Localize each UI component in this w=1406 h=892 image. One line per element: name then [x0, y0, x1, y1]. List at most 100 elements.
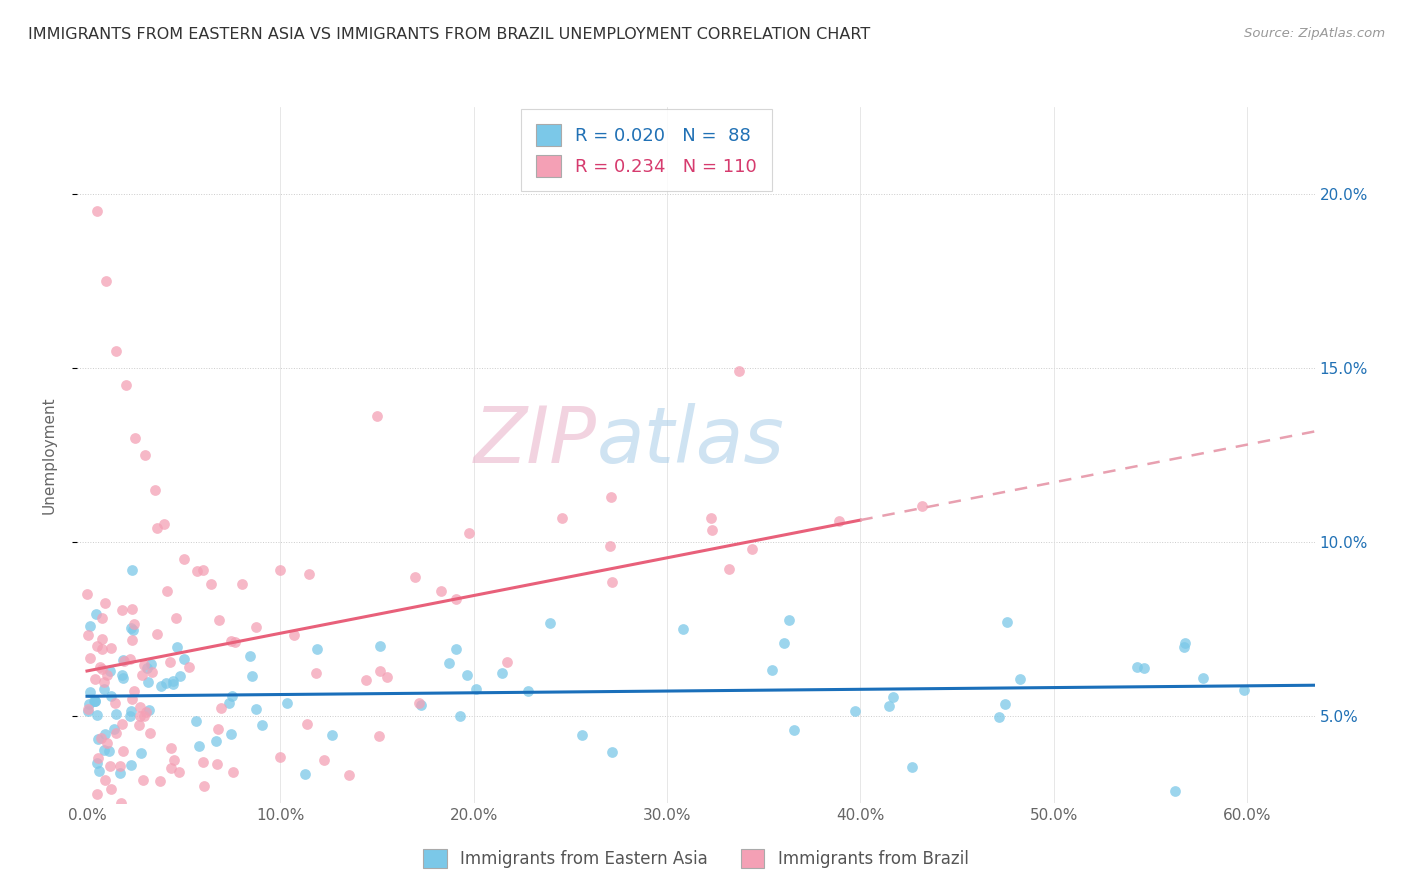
Point: [156, 584, 179, 599]
Point: [193, 756, 215, 770]
Point: [96, 667, 118, 681]
Point: [231, 576, 253, 591]
Point: [76, 627, 98, 641]
Point: [89, 659, 111, 673]
Point: [93, 726, 115, 740]
Point: [84, 694, 107, 708]
Point: [86, 787, 108, 801]
Point: [93, 674, 115, 689]
Point: [321, 728, 343, 742]
Point: [283, 627, 305, 641]
Point: [269, 750, 291, 764]
Legend: Immigrants from Eastern Asia, Immigrants from Brazil: Immigrants from Eastern Asia, Immigrants…: [416, 842, 976, 874]
Point: [93, 743, 115, 757]
Point: [700, 511, 723, 525]
Point: [128, 709, 150, 723]
Point: [173, 552, 195, 566]
Point: [439, 656, 461, 670]
Point: [368, 730, 391, 744]
Text: Source: ZipAtlas.com: Source: ZipAtlas.com: [1244, 27, 1385, 40]
Point: [204, 734, 226, 748]
Text: ZIP: ZIP: [474, 403, 598, 479]
Point: [108, 766, 131, 780]
Point: [169, 765, 191, 780]
Point: [111, 744, 134, 758]
Point: [135, 661, 157, 675]
Point: [121, 623, 143, 637]
Point: [87, 764, 110, 779]
Point: [827, 514, 849, 528]
Point: [1163, 784, 1185, 798]
Point: [495, 655, 517, 669]
Point: [110, 758, 132, 772]
Point: [76, 702, 98, 716]
Point: [138, 703, 160, 717]
Point: [250, 718, 273, 732]
Point: [994, 697, 1017, 711]
Point: [193, 780, 215, 794]
Point: [221, 689, 243, 703]
Point: [208, 613, 231, 627]
Point: [93, 773, 115, 788]
Point: [86, 707, 108, 722]
Point: [599, 490, 621, 504]
Point: [304, 665, 326, 680]
Point: [1126, 660, 1149, 674]
Point: [83, 672, 105, 686]
Point: [84, 607, 107, 621]
Point: [783, 723, 806, 737]
Point: [120, 709, 142, 723]
Point: [375, 670, 398, 684]
Point: [93, 681, 115, 696]
Point: [146, 627, 169, 641]
Point: [449, 709, 471, 723]
Point: [87, 751, 110, 765]
Point: [159, 655, 181, 669]
Point: [90, 642, 112, 657]
Text: atlas: atlas: [598, 403, 785, 479]
Point: [540, 616, 562, 631]
Point: [219, 727, 242, 741]
Point: [717, 561, 740, 575]
Point: [111, 671, 134, 685]
Point: [245, 702, 267, 716]
Point: [120, 704, 142, 718]
Point: [139, 726, 162, 740]
Point: [77, 704, 100, 718]
Point: [121, 633, 143, 648]
Point: [224, 635, 246, 649]
Point: [222, 764, 245, 779]
Point: [571, 728, 593, 742]
Point: [121, 692, 143, 706]
Point: [94, 596, 117, 610]
Point: [134, 657, 156, 672]
Point: [84, 694, 107, 708]
Point: [187, 739, 209, 753]
Point: [901, 760, 924, 774]
Point: [79, 618, 101, 632]
Point: [89, 731, 111, 745]
Point: [155, 675, 177, 690]
Point: [207, 722, 229, 736]
Point: [86, 639, 108, 653]
Point: [111, 717, 134, 731]
Point: [700, 523, 723, 537]
Point: [219, 633, 242, 648]
Point: [184, 714, 207, 728]
Point: [179, 660, 201, 674]
Point: [159, 741, 181, 756]
Point: [98, 664, 121, 678]
Point: [368, 664, 391, 678]
Point: [600, 745, 623, 759]
Point: [143, 483, 166, 497]
Point: [877, 698, 900, 713]
Point: [173, 651, 195, 665]
Point: [98, 744, 121, 758]
Point: [153, 517, 176, 532]
Point: [1133, 661, 1156, 675]
Point: [76, 587, 98, 601]
Point: [100, 640, 122, 655]
Point: [111, 653, 134, 667]
Point: [139, 657, 162, 671]
Point: [145, 521, 167, 535]
